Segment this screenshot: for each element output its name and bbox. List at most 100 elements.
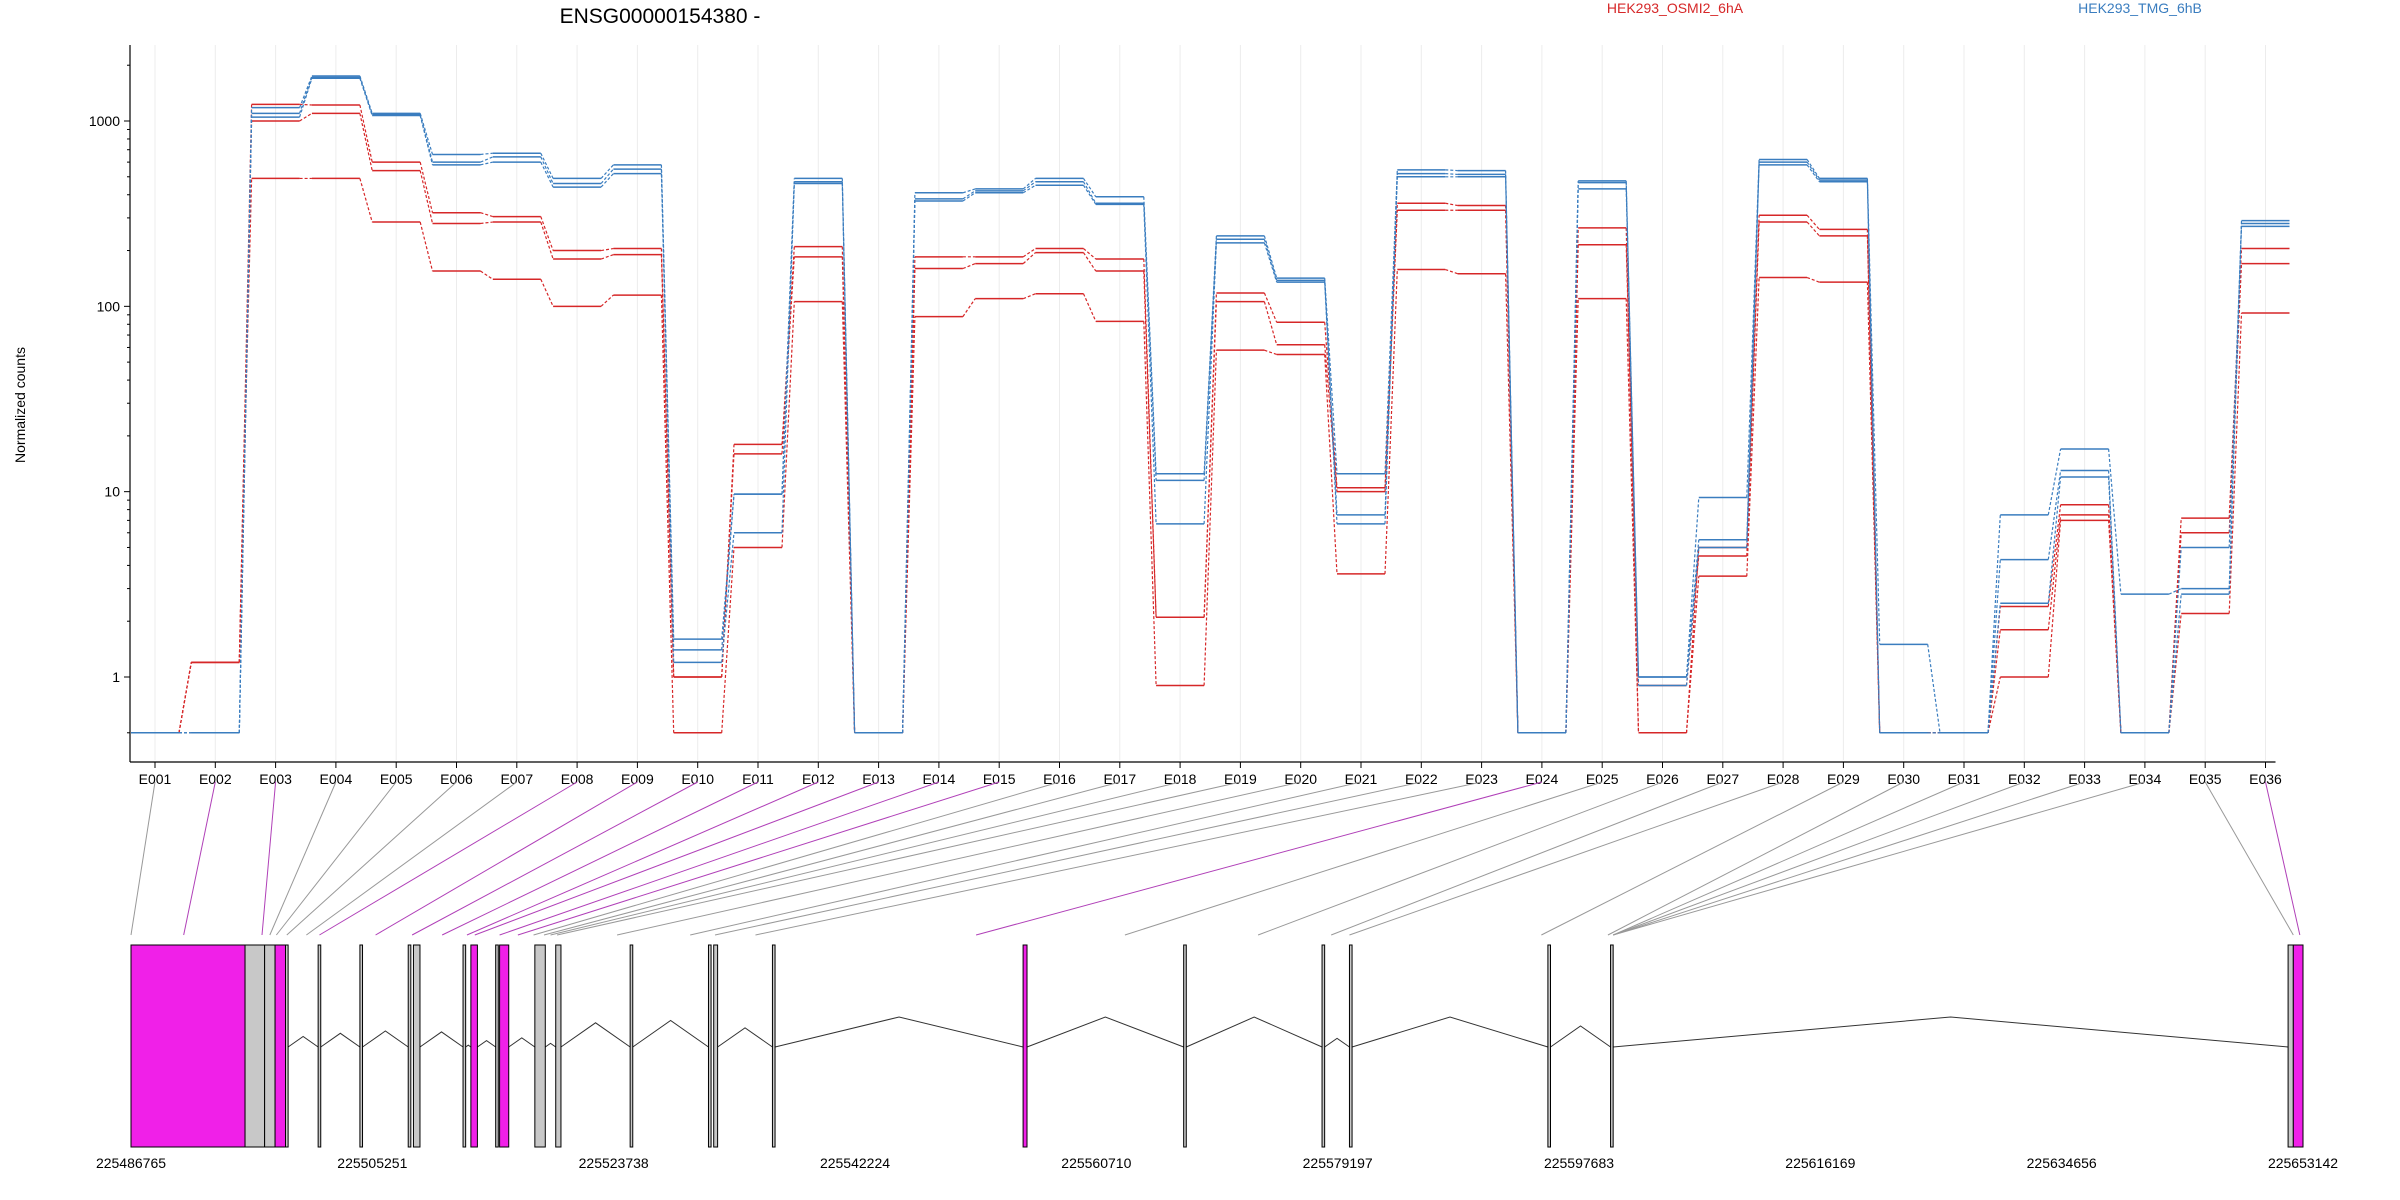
exon-link — [1613, 781, 2146, 936]
x-tick-label: E010 — [681, 771, 714, 787]
series-connector — [2228, 226, 2243, 548]
x-tick-label: E023 — [1465, 771, 1498, 787]
x-tick-label: E003 — [259, 771, 292, 787]
series-connector — [1143, 204, 1157, 524]
series-connector — [1806, 214, 1820, 230]
exon-link — [306, 781, 518, 936]
y-axis-label: Normalized counts — [12, 347, 28, 463]
series-connector — [1324, 282, 1338, 524]
series-connector — [1806, 161, 1820, 181]
exon-link — [441, 781, 759, 936]
series-connector — [1203, 242, 1217, 524]
series — [131, 75, 2290, 734]
series-connector — [359, 78, 373, 116]
series-connector — [299, 75, 313, 108]
series-connector — [1203, 301, 1217, 618]
series-connector — [1203, 239, 1217, 481]
series-connector — [660, 248, 675, 678]
series-connector — [2168, 594, 2182, 733]
series-connector — [1806, 159, 1820, 179]
x-tick-label: E006 — [440, 771, 473, 787]
x-tick-label: E011 — [742, 771, 774, 787]
series-connector — [1565, 244, 1579, 733]
exon-link — [466, 781, 819, 936]
series-connector — [1022, 293, 1036, 300]
x-tick-label: E035 — [2189, 771, 2222, 787]
x-tick-label: E024 — [1526, 771, 1559, 787]
x-tick-label: E030 — [1887, 771, 1920, 787]
exon-block — [534, 944, 546, 1148]
exon-link — [550, 781, 1181, 936]
y-tick-label: 100 — [97, 298, 121, 314]
exon-link — [690, 781, 1362, 936]
series-connector — [419, 161, 434, 213]
series-connector — [1505, 174, 1519, 733]
exon-block — [1547, 944, 1552, 1148]
exon-block — [130, 944, 246, 1148]
genome-tick-label: 225505251 — [337, 1155, 407, 1171]
exon-block — [412, 944, 421, 1148]
y-tick-label: 1 — [112, 669, 120, 685]
exon-block — [555, 944, 562, 1148]
exon-link — [499, 781, 940, 936]
legend-entry-osmi2: HEK293_OSMI2_6hA — [1607, 0, 1744, 16]
x-tick-label: E004 — [320, 771, 353, 787]
series-connector — [1927, 644, 1941, 733]
exon-link — [2265, 781, 2301, 936]
exon-link — [269, 781, 337, 936]
series-connector — [1263, 235, 1278, 279]
x-tick-label: E027 — [1706, 771, 1739, 787]
exon-link — [517, 781, 1000, 936]
exon-block — [359, 944, 364, 1148]
series-connector — [1263, 242, 1278, 283]
intron — [1186, 1016, 1323, 1048]
exon-block — [264, 944, 276, 1148]
exon-link — [1124, 781, 1603, 936]
x-tick-label: E008 — [561, 771, 594, 787]
exon-link — [1331, 781, 1723, 936]
series-connector — [962, 190, 976, 200]
genome-tick-label: 225653142 — [2268, 1155, 2338, 1171]
series-connector — [2047, 476, 2062, 604]
series-connector — [1685, 547, 1700, 686]
series-connector — [841, 183, 856, 733]
intron — [419, 1031, 464, 1048]
series-connector — [721, 532, 735, 663]
exon-block — [499, 944, 510, 1148]
series — [131, 103, 2290, 734]
series-connector — [601, 247, 614, 252]
series-connector — [1082, 184, 1097, 205]
x-tick-label: E031 — [1948, 771, 1981, 787]
series-connector — [660, 295, 675, 733]
exon-link — [533, 781, 1060, 936]
series-connector — [1806, 164, 1820, 183]
series-connector — [540, 279, 554, 307]
series-connector — [1082, 293, 1097, 322]
intron — [774, 1016, 1024, 1048]
exon-block — [1321, 944, 1326, 1148]
exon-block — [407, 944, 412, 1148]
intron — [287, 1035, 319, 1048]
exon-link — [2204, 781, 2294, 936]
exon-block — [707, 944, 712, 1148]
series-connector — [1384, 169, 1398, 474]
series-connector — [2108, 448, 2122, 595]
series-connector — [540, 152, 554, 179]
series-connector — [480, 270, 494, 280]
x-tick-label: E021 — [1345, 771, 1378, 787]
x-tick-label: E026 — [1646, 771, 1679, 787]
genome-tick-label: 225579197 — [1303, 1155, 1373, 1171]
series-connector — [1806, 276, 1820, 283]
exon-link — [1612, 781, 2025, 936]
series-connector — [299, 103, 312, 106]
series-connector — [1625, 298, 1640, 733]
x-tick-label: E017 — [1103, 771, 1136, 787]
x-tick-label: E034 — [2129, 771, 2162, 787]
series-connector — [902, 201, 916, 733]
exon-link — [183, 781, 216, 936]
x-tick-label: E018 — [1164, 771, 1197, 787]
intron — [1324, 1037, 1350, 1048]
x-tick-label: E032 — [2008, 771, 2041, 787]
series — [131, 177, 2290, 734]
